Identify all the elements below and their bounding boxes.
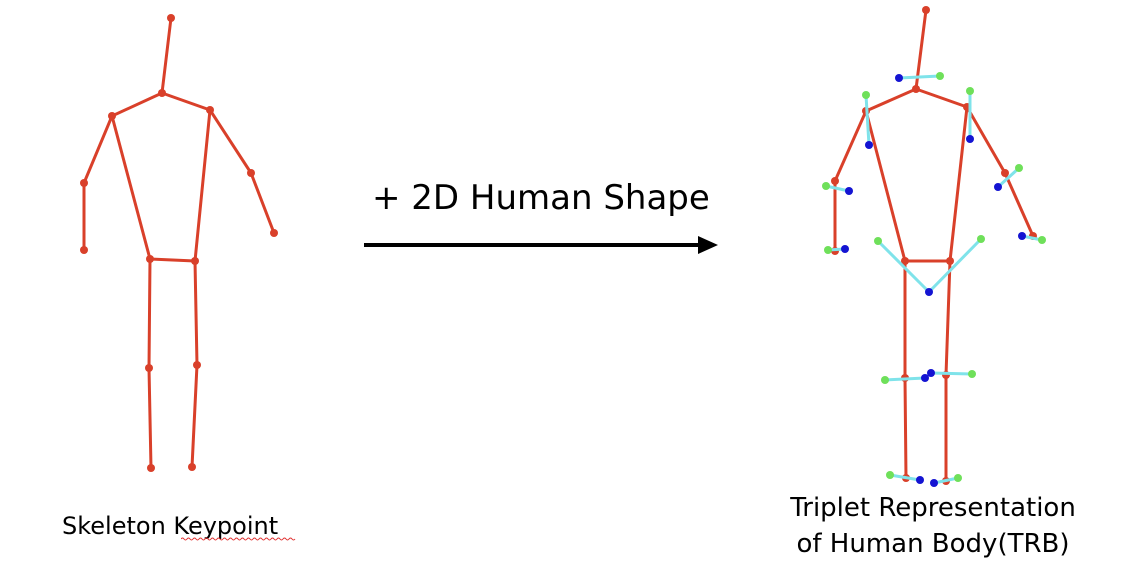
skeleton-bone	[110, 114, 152, 261]
contour-inner-point	[925, 288, 933, 296]
skeleton-bone	[208, 108, 253, 175]
spellcheck-underline	[181, 537, 296, 541]
contour-inner-point	[930, 479, 938, 487]
skeleton-joint	[146, 255, 154, 263]
skeleton-bone	[914, 87, 969, 109]
skeleton-bone	[190, 363, 199, 469]
skeleton-bone	[948, 105, 969, 263]
skeleton-bone	[148, 257, 197, 263]
skeleton-joint	[158, 89, 166, 97]
trb-shape-contours	[822, 72, 1046, 487]
skeleton-joint	[247, 169, 255, 177]
shape-contour-line	[929, 371, 974, 376]
skeleton-bone	[249, 171, 276, 235]
skeleton-bone	[160, 16, 173, 95]
shape-contour-line	[897, 74, 942, 80]
skeleton-bone	[110, 91, 164, 118]
skeleton-keypoint-label: Skeleton Keypoint	[62, 512, 279, 540]
skeleton-bone	[903, 376, 908, 480]
trb-label-line-2: of Human Body(TRB)	[796, 529, 1070, 559]
skeleton-bone	[864, 87, 918, 113]
trb-label: Triplet Representation of Human Body(TRB…	[780, 490, 1086, 562]
skeleton-joint	[80, 179, 88, 187]
skeleton-bone	[147, 257, 152, 370]
skeleton-joint	[80, 246, 88, 254]
contour-outer-point	[824, 246, 832, 254]
contour-inner-point	[966, 135, 974, 143]
contour-outer-point	[936, 72, 944, 80]
trb-skeleton-figure	[831, 6, 1037, 485]
skeleton-joint	[922, 6, 930, 14]
skeleton-bone	[1003, 171, 1035, 238]
skeleton-bone	[82, 114, 114, 185]
contour-outer-point	[968, 370, 976, 378]
contour-outer-point	[977, 235, 985, 243]
shape-contour-line	[996, 166, 1021, 189]
skeleton-joint	[193, 361, 201, 369]
skeleton-joint	[270, 229, 278, 237]
contour-inner-point	[916, 476, 924, 484]
skeleton-joint	[191, 257, 199, 265]
contour-outer-point	[886, 471, 894, 479]
skeleton-keypoint-figure	[80, 14, 278, 472]
shape-contour-line	[927, 237, 983, 294]
transform-arrow	[364, 236, 718, 254]
skeleton-bone	[193, 259, 199, 367]
shape-contour-line	[888, 473, 922, 482]
skeleton-joint	[206, 106, 214, 114]
arrow-label: + 2D Human Shape	[372, 178, 710, 218]
skeleton-joint	[147, 464, 155, 472]
shape-contour-line	[876, 239, 931, 294]
contour-outer-point	[1015, 164, 1023, 172]
skeleton-joint	[831, 177, 839, 185]
skeleton-joint	[1001, 169, 1009, 177]
skeleton-bone	[147, 366, 153, 470]
contour-inner-point	[921, 374, 929, 382]
shape-contour-line	[932, 476, 960, 485]
skeleton-joint	[946, 257, 954, 265]
contour-outer-point	[1038, 236, 1046, 244]
skeleton-bone	[944, 259, 952, 377]
skeleton-joint	[167, 14, 175, 22]
contour-outer-point	[954, 474, 962, 482]
contour-outer-point	[862, 91, 870, 99]
contour-inner-point	[845, 187, 853, 195]
contour-inner-point	[895, 74, 903, 82]
skeleton-joint	[188, 463, 196, 471]
contour-outer-point	[874, 237, 882, 245]
shape-contour-line	[883, 376, 927, 382]
skeleton-joint	[912, 85, 920, 93]
contour-inner-point	[865, 141, 873, 149]
shape-contour-line	[864, 93, 871, 147]
skeleton-bone	[864, 109, 907, 263]
contour-outer-point	[966, 87, 974, 95]
skeleton-joint	[901, 257, 909, 265]
skeleton-bone	[833, 109, 868, 183]
skeleton-bone	[965, 105, 1007, 175]
skeleton-bone	[160, 91, 212, 112]
skeleton-joint	[145, 364, 153, 372]
contour-outer-point	[881, 376, 889, 384]
contour-inner-point	[927, 369, 935, 377]
skeleton-joint	[108, 112, 116, 120]
contour-inner-point	[1018, 232, 1026, 240]
trb-label-line-1: Triplet Representation	[790, 493, 1076, 523]
contour-inner-point	[994, 183, 1002, 191]
skeleton-bone	[193, 108, 212, 263]
contour-outer-point	[822, 182, 830, 190]
contour-inner-point	[841, 245, 849, 253]
